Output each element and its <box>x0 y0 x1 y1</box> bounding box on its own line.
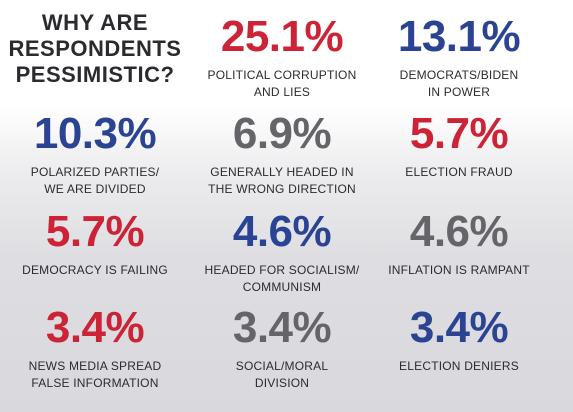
stat-value: 4.6% <box>232 207 332 256</box>
stat-item: 3.4% SOCIAL/MORAL DIVISION <box>187 306 377 392</box>
title-line-2: RESPONDENTS <box>8 36 182 61</box>
stat-item: 13.1% DEMOCRATS/BIDEN IN POWER <box>364 15 554 101</box>
stat-item: 6.9% GENERALLY HEADED IN THE WRONG DIRECT… <box>187 112 377 198</box>
stat-label: DEMOCRATS/BIDEN IN POWER <box>399 68 519 99</box>
chart-title: WHY ARE RESPONDENTS PESSIMISTIC? <box>0 10 190 88</box>
stat-item: 10.3% POLARIZED PARTIES/ WE ARE DIVIDED <box>0 112 190 198</box>
title-line-3: PESSIMISTIC? <box>15 62 175 87</box>
stat-label: POLITICAL CORRUPTION AND LIES <box>207 68 357 99</box>
title-line-1: WHY ARE <box>41 10 149 35</box>
stat-value: 13.1% <box>397 12 521 61</box>
stat-label: DEMOCRACY IS FAILING <box>22 263 168 277</box>
stat-item: 4.6% HEADED FOR SOCIALISM/ COMMUNISM <box>187 210 377 296</box>
stat-label: ELECTION FRAUD <box>405 165 513 179</box>
stat-value: 4.6% <box>409 207 509 256</box>
stat-value: 3.4% <box>232 303 332 352</box>
stat-value: 5.7% <box>409 109 509 158</box>
stat-item: 3.4% NEWS MEDIA SPREAD FALSE INFORMATION <box>0 306 190 392</box>
stat-label: SOCIAL/MORAL DIVISION <box>235 359 329 390</box>
stat-item: 5.7% DEMOCRACY IS FAILING <box>0 210 190 279</box>
stat-value: 3.4% <box>45 303 145 352</box>
stat-value: 5.7% <box>45 207 145 256</box>
stat-item: 4.6% INFLATION IS RAMPANT <box>364 210 554 279</box>
stat-label: HEADED FOR SOCIALISM/ COMMUNISM <box>204 263 360 294</box>
stat-label: INFLATION IS RAMPANT <box>388 263 530 277</box>
stat-label: POLARIZED PARTIES/ WE ARE DIVIDED <box>30 165 160 196</box>
stat-item: 3.4% ELECTION DENIERS <box>364 306 554 375</box>
stat-label: NEWS MEDIA SPREAD FALSE INFORMATION <box>28 359 162 390</box>
stat-label: GENERALLY HEADED IN THE WRONG DIRECTION <box>208 165 356 196</box>
stat-value: 6.9% <box>232 109 332 158</box>
stat-value: 10.3% <box>33 109 157 158</box>
stat-label: ELECTION DENIERS <box>399 359 519 373</box>
stat-value: 3.4% <box>409 303 509 352</box>
stat-item: 25.1% POLITICAL CORRUPTION AND LIES <box>187 15 377 101</box>
stat-value: 25.1% <box>220 12 344 61</box>
stat-item: 5.7% ELECTION FRAUD <box>364 112 554 181</box>
